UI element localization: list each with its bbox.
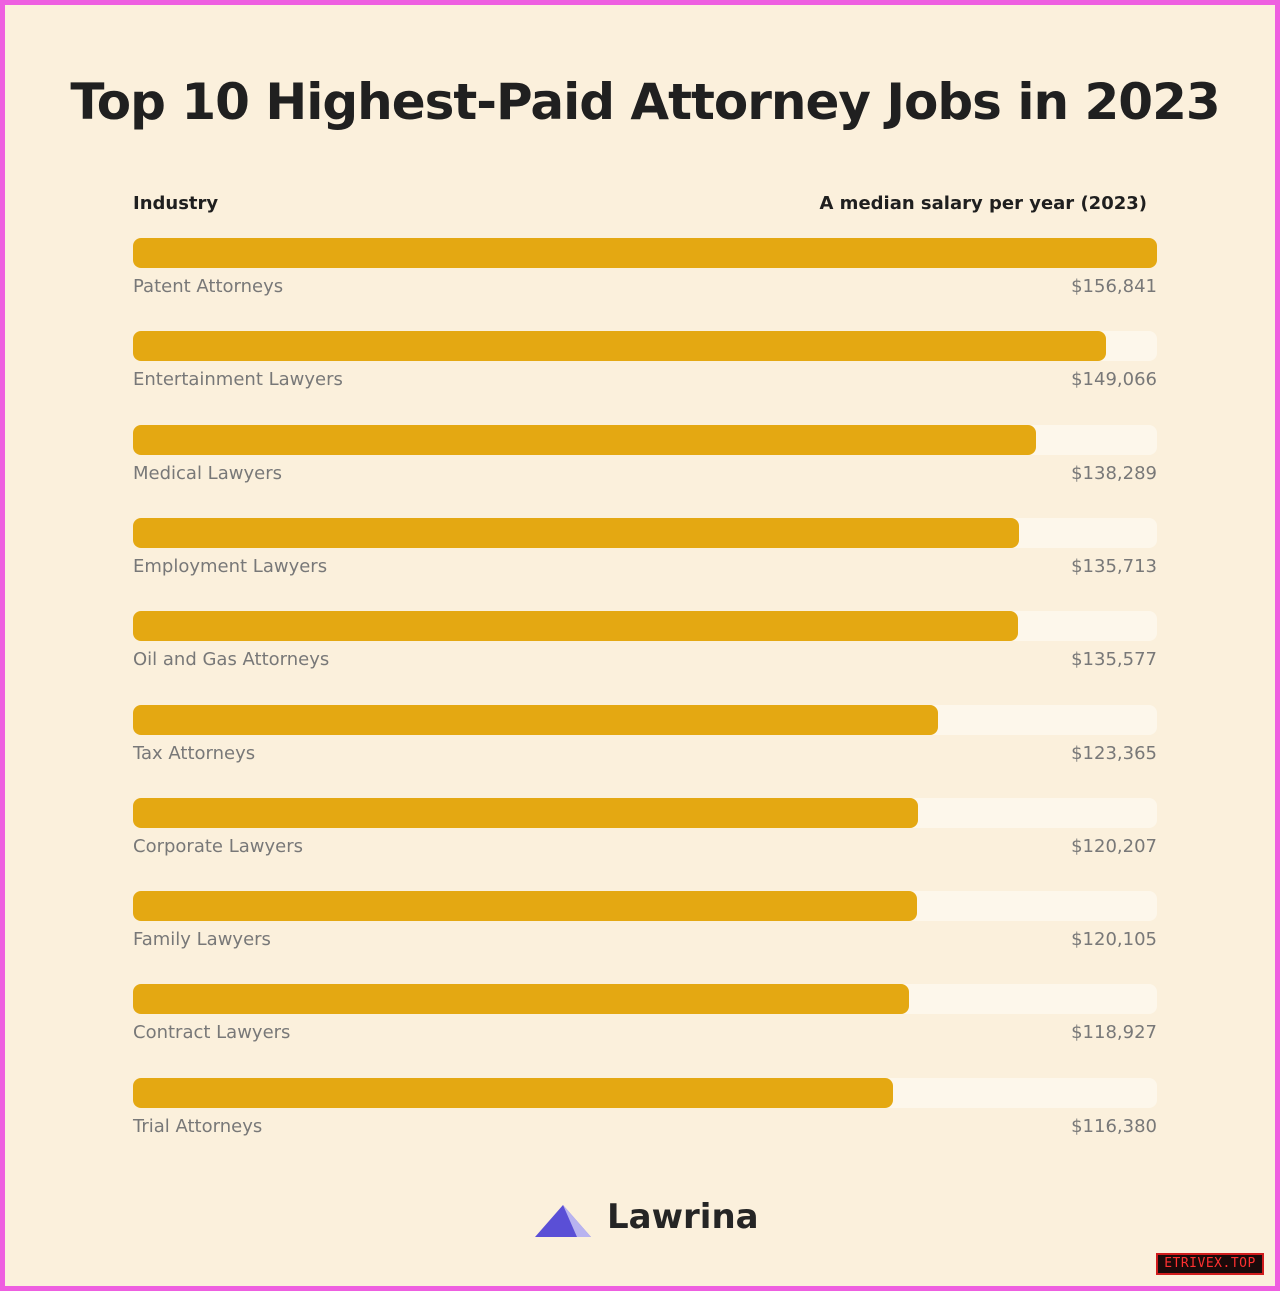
bar-value-label: $120,105 [1071,929,1157,950]
bar-row: Oil and Gas Attorneys $135,577 [133,611,1157,704]
brand-name: Lawrina [607,1197,759,1237]
bar-category-label: Entertainment Lawyers [133,369,343,390]
bar-value-label: $118,927 [1071,1022,1157,1043]
bar [133,331,1106,361]
watermark-badge: ETRIVEX.TOP [1156,1253,1264,1275]
bar [133,238,1157,268]
bar-row: Corporate Lawyers $120,207 [133,798,1157,891]
bar-value-label: $120,207 [1071,836,1157,857]
bar [133,611,1018,641]
bar-value-label: $156,841 [1071,276,1157,297]
bar-category-label: Medical Lawyers [133,463,282,484]
bar-value-label: $149,066 [1071,369,1157,390]
bar-value-label: $123,365 [1071,743,1157,764]
bar-row: Trial Attorneys $116,380 [133,1078,1157,1171]
bar-row: Patent Attorneys $156,841 [133,238,1157,331]
bar-category-label: Corporate Lawyers [133,836,303,857]
column-header-industry: Industry [133,193,219,214]
bar-row: Employment Lawyers $135,713 [133,518,1157,611]
bar-row: Tax Attorneys $123,365 [133,705,1157,798]
bar-row: Family Lawyers $120,105 [133,891,1157,984]
bar [133,798,918,828]
bar-value-label: $135,713 [1071,556,1157,577]
bar [133,891,917,921]
bar-value-label: $135,577 [1071,649,1157,670]
bar-category-label: Tax Attorneys [133,743,256,764]
bar-row: Medical Lawyers $138,289 [133,425,1157,518]
bar-row: Contract Lawyers $118,927 [133,984,1157,1077]
bar-value-label: $138,289 [1071,463,1157,484]
chart-title: Top 10 Highest-Paid Attorney Jobs in 202… [70,73,1220,131]
bar [133,518,1019,548]
bar [133,984,909,1014]
bar [133,705,938,735]
bar-row: Entertainment Lawyers $149,066 [133,331,1157,424]
bar-category-label: Trial Attorneys [133,1116,263,1137]
bar-category-label: Oil and Gas Attorneys [133,649,330,670]
bar [133,1078,893,1108]
lawrina-logo-icon [535,1205,591,1237]
bar-category-label: Family Lawyers [133,929,271,950]
bar-category-label: Contract Lawyers [133,1022,291,1043]
bar-category-label: Patent Attorneys [133,276,284,297]
bar-value-label: $116,380 [1071,1116,1157,1137]
column-header-salary: A median salary per year (2023) [819,193,1147,214]
bar [133,425,1036,455]
bar-category-label: Employment Lawyers [133,556,328,577]
